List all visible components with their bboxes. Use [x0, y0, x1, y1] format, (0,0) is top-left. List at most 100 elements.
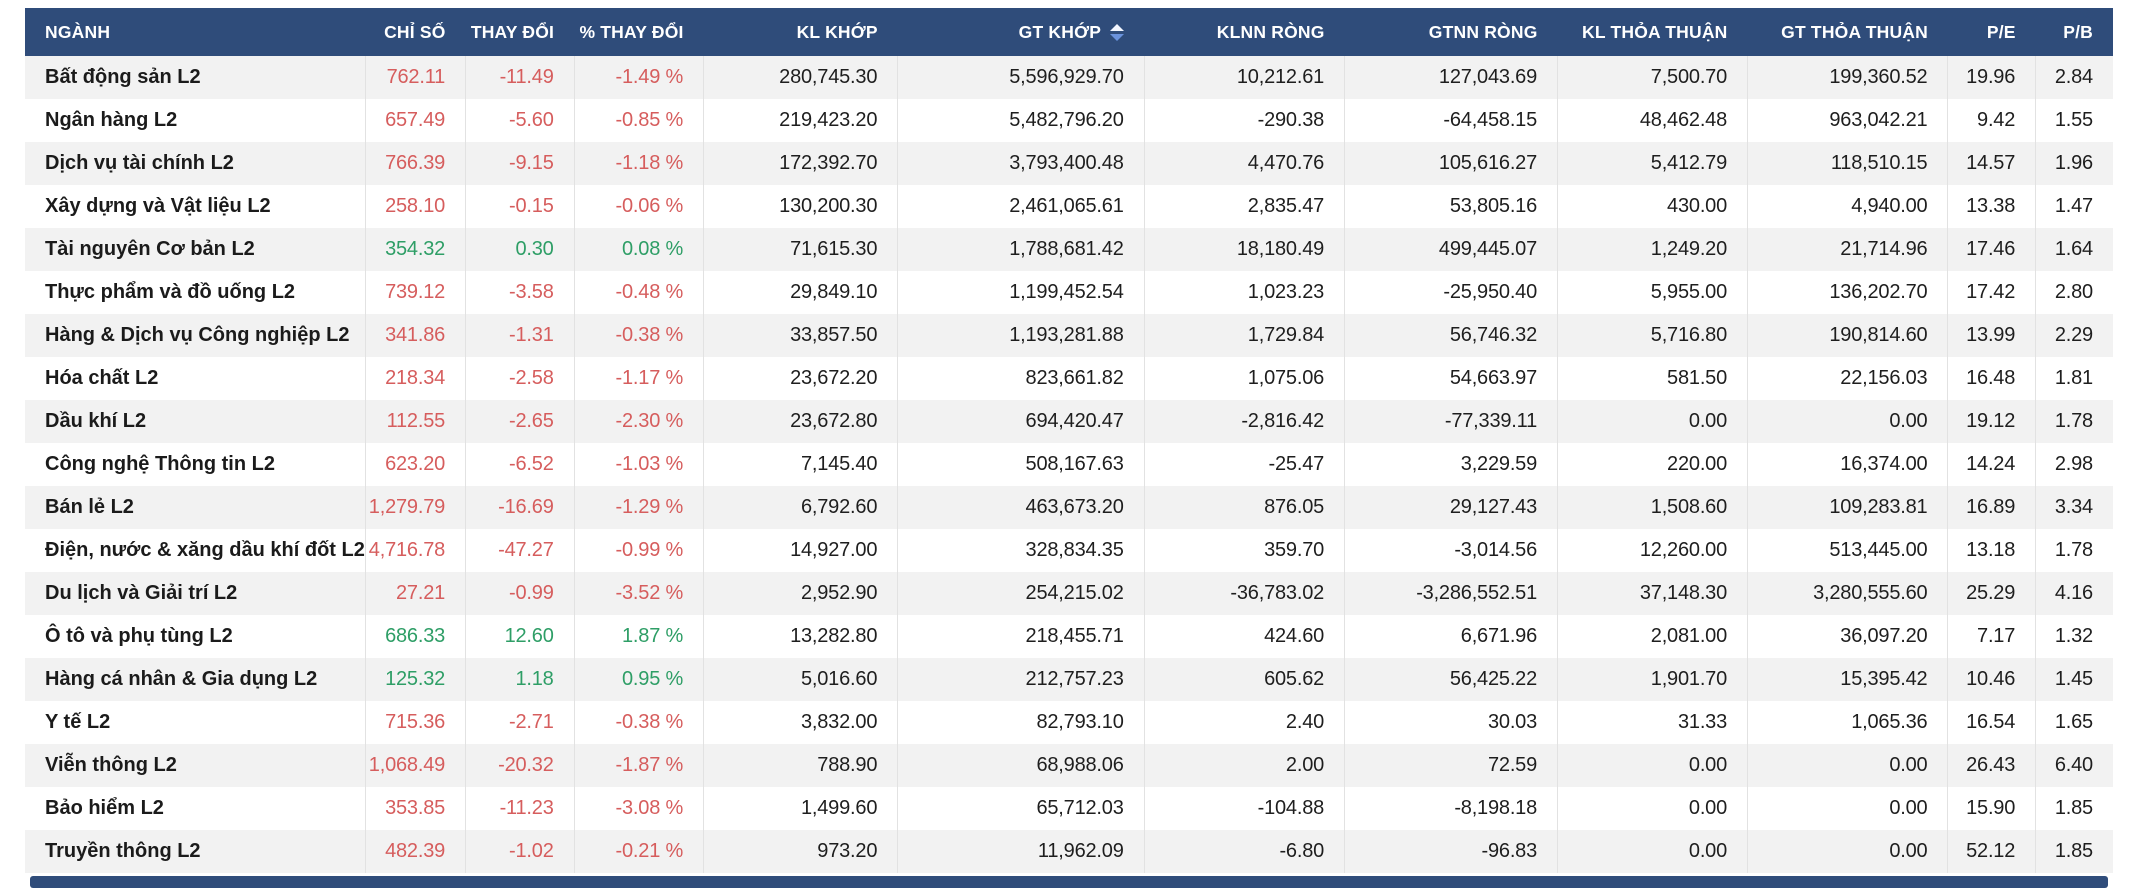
column-header-pct-thay-doi[interactable]: % THAY ĐỔI — [574, 8, 704, 56]
column-header-nganh[interactable]: NGÀNH — [25, 8, 366, 56]
cell-put-through-volume: 48,462.48 — [1557, 99, 1748, 142]
table-row[interactable]: Xây dựng và Vật liệu L2 258.10 -0.15 -0.06 … — [25, 185, 2113, 228]
table-row[interactable]: Du lịch và Giải trí L2 27.21 -0.99 -3.52 % 2… — [25, 572, 2113, 615]
cell-change-pct: -1.87 % — [573, 744, 704, 787]
column-header-gtnn-rong[interactable]: GTNN RÒNG — [1344, 8, 1558, 56]
column-header-kl-thoa-thuan[interactable]: KL THỎA THUẬN — [1557, 8, 1748, 56]
cell-pe: 17.46 — [1947, 228, 2036, 271]
cell-put-through-volume: 5,955.00 — [1557, 271, 1748, 314]
table-row[interactable]: Dịch vụ tài chính L2 766.39 -9.15 -1.18 % 17… — [25, 142, 2113, 185]
cell-pb: 2.29 — [2035, 314, 2113, 357]
cell-pb: 1.64 — [2035, 228, 2113, 271]
cell-matched-value: 1,788,681.42 — [897, 228, 1145, 271]
table-row[interactable]: Hóa chất L2 218.34 -2.58 -1.17 % 23,672.20 82… — [25, 357, 2113, 400]
table-header: NGÀNH CHỈ SỐ THAY ĐỔI % THAY ĐỔI KL KHỚP… — [25, 8, 2113, 56]
cell-change-pct: -0.38 % — [573, 314, 704, 357]
cell-put-through-value: 16,374.00 — [1747, 443, 1948, 486]
cell-pb: 1.96 — [2035, 142, 2113, 185]
cell-matched-value: 218,455.71 — [897, 615, 1145, 658]
column-header-kl-khop[interactable]: KL KHỚP — [703, 8, 898, 56]
cell-index: 482.39 — [364, 830, 466, 873]
cell-foreign-net-volume: 10,212.61 — [1143, 56, 1345, 99]
column-header-thay-doi[interactable]: THAY ĐỔI — [465, 8, 575, 56]
cell-put-through-volume: 0.00 — [1557, 787, 1748, 830]
cell-put-through-volume: 5,716.80 — [1557, 314, 1748, 357]
cell-matched-volume: 172,392.70 — [703, 142, 898, 185]
cell-index: 4,716.78 — [364, 529, 466, 572]
cell-index: 27.21 — [364, 572, 466, 615]
cell-index: 686.33 — [364, 615, 466, 658]
cell-matched-value: 5,596,929.70 — [897, 56, 1145, 99]
cell-pe: 17.42 — [1947, 271, 2036, 314]
cell-change: -5.60 — [465, 99, 575, 142]
column-header-gt-khop[interactable]: GT KHỚP — [897, 8, 1145, 56]
column-header-pe[interactable]: P/E — [1947, 8, 2036, 56]
horizontal-scrollbar[interactable] — [30, 876, 2108, 888]
cell-put-through-value: 513,445.00 — [1747, 529, 1948, 572]
cell-change: -2.65 — [465, 400, 575, 443]
cell-change: 12.60 — [465, 615, 575, 658]
cell-put-through-volume: 1,901.70 — [1557, 658, 1748, 701]
cell-foreign-net-volume: -104.88 — [1143, 787, 1345, 830]
sort-icon[interactable] — [1110, 23, 1125, 41]
cell-pb: 2.84 — [2035, 56, 2113, 99]
cell-name: Ô tô và phụ tùng L2 — [45, 625, 233, 647]
cell-change: -47.27 — [465, 529, 575, 572]
table-row[interactable]: Viễn thông L2 1,068.49 -20.32 -1.87 % 788.90… — [25, 744, 2113, 787]
table-row[interactable]: Ngân hàng L2 657.49 -5.60 -0.85 % 219,423.20… — [25, 99, 2113, 142]
cell-change-pct: 1.87 % — [573, 615, 704, 658]
cell-matched-volume: 5,016.60 — [703, 658, 898, 701]
column-header-chi-so[interactable]: CHỈ SỐ — [365, 8, 466, 56]
cell-name: Bán lẻ L2 — [45, 496, 134, 518]
cell-pb: 3.34 — [2035, 486, 2113, 529]
cell-put-through-volume: 430.00 — [1557, 185, 1748, 228]
table-row[interactable]: Công nghệ Thông tin L2 623.20 -6.52 -1.03 %… — [25, 443, 2113, 486]
table-row[interactable]: Dầu khí L2 112.55 -2.65 -2.30 % 23,672.80 694… — [25, 400, 2113, 443]
cell-matched-value: 254,215.02 — [897, 572, 1145, 615]
cell-change-pct: 0.08 % — [573, 228, 704, 271]
cell-foreign-net-value: 56,425.22 — [1344, 658, 1558, 701]
cell-foreign-net-volume: -6.80 — [1143, 830, 1345, 873]
cell-name: Xây dựng và Vật liệu L2 — [45, 195, 271, 217]
cell-name: Y tế L2 — [45, 711, 111, 733]
cell-foreign-net-value: -8,198.18 — [1344, 787, 1558, 830]
cell-change-pct: -1.18 % — [573, 142, 704, 185]
cell-foreign-net-value: -77,339.11 — [1344, 400, 1558, 443]
column-header-gt-khop-label: GT KHỚP — [1018, 21, 1102, 42]
cell-matched-volume: 3,832.00 — [703, 701, 898, 744]
cell-index: 258.10 — [364, 185, 466, 228]
table-row[interactable]: Bán lẻ L2 1,279.79 -16.69 -1.29 % 6,792.60 46… — [25, 486, 2113, 529]
cell-put-through-value: 963,042.21 — [1747, 99, 1948, 142]
table-row[interactable]: Ô tô và phụ tùng L2 686.33 12.60 1.87 % 13,2… — [25, 615, 2113, 658]
cell-name: Hóa chất L2 — [45, 367, 159, 389]
cell-matched-volume: 23,672.80 — [703, 400, 898, 443]
column-header-gt-thoa-thuan[interactable]: GT THỎA THUẬN — [1747, 8, 1948, 56]
table-row[interactable]: Bảo hiểm L2 353.85 -11.23 -3.08 % 1,499.60 65… — [25, 787, 2113, 830]
column-header-pb[interactable]: P/B — [2035, 8, 2113, 56]
sort-arrow-up-icon — [1110, 23, 1125, 31]
cell-put-through-volume: 220.00 — [1557, 443, 1748, 486]
cell-foreign-net-value: 56,746.32 — [1344, 314, 1558, 357]
table-row[interactable]: Truyền thông L2 482.39 -1.02 -0.21 % 973.20 1… — [25, 830, 2113, 873]
table-row[interactable]: Bất động sản L2 762.11 -11.49 -1.49 % 280,74… — [25, 56, 2113, 99]
cell-pe: 14.24 — [1947, 443, 2036, 486]
cell-foreign-net-value: -96.83 — [1344, 830, 1558, 873]
column-header-klnn-rong[interactable]: KLNN RÒNG — [1144, 8, 1345, 56]
table-row[interactable]: Y tế L2 715.36 -2.71 -0.38 % 3,832.00 82,793.… — [25, 701, 2113, 744]
cell-change: -3.58 — [465, 271, 575, 314]
cell-name: Truyền thông L2 — [45, 840, 201, 862]
table-row[interactable]: Hàng & Dịch vụ Công nghiệp L2 341.86 -1.31… — [25, 314, 2113, 357]
cell-change-pct: -0.38 % — [573, 701, 704, 744]
table-row[interactable]: Điện, nước & xăng dầu khí đốt L2 4,716.78… — [25, 529, 2113, 572]
cell-put-through-volume: 37,148.30 — [1557, 572, 1748, 615]
cell-foreign-net-value: 127,043.69 — [1344, 56, 1558, 99]
cell-foreign-net-volume: 359.70 — [1143, 529, 1345, 572]
table-row[interactable]: Hàng cá nhân & Gia dụng L2 125.32 1.18 0.95… — [25, 658, 2113, 701]
cell-foreign-net-value: 6,671.96 — [1344, 615, 1558, 658]
cell-name: Dịch vụ tài chính L2 — [45, 152, 234, 174]
cell-pb: 6.40 — [2035, 744, 2113, 787]
table-row[interactable]: Tài nguyên Cơ bản L2 354.32 0.30 0.08 % 71,6… — [25, 228, 2113, 271]
cell-change: -0.99 — [465, 572, 575, 615]
table-row[interactable]: Thực phẩm và đồ uống L2 739.12 -3.58 -0.48 … — [25, 271, 2113, 314]
